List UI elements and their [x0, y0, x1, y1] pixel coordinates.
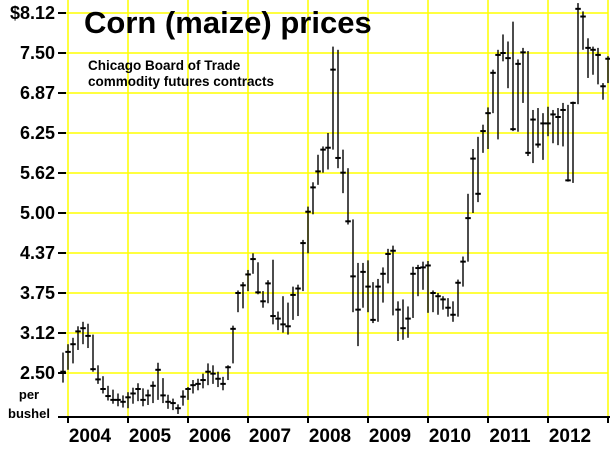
unit-line-per: per: [18, 387, 40, 402]
x-axis-label: 2006: [188, 426, 232, 447]
x-axis-label: 2007: [248, 426, 292, 447]
x-axis-label: 2004: [68, 426, 112, 447]
y-axis-label: 6.25: [19, 123, 55, 143]
x-axis-label: 2010: [428, 426, 472, 447]
x-axis-label: 2011: [489, 426, 531, 447]
y-axis-unit-label: per bushel: [0, 385, 58, 423]
x-axis-label: 2005: [128, 426, 172, 447]
chart-title: Corn (maize) prices: [84, 5, 372, 40]
unit-line-bushel: bushel: [8, 406, 50, 421]
x-axis-label: 2008: [308, 426, 352, 447]
y-axis-label: 2.50: [19, 363, 55, 383]
chart-subtitle: Chicago Board of Trade commodity futures…: [88, 58, 274, 90]
y-axis-labels: $8.12 7.50 6.87 6.25 5.62 5.00 4.37 3.75 3.12 2.5…: [0, 0, 58, 449]
y-axis-label: 5.00: [19, 203, 55, 223]
y-axis-label: 4.37: [19, 243, 55, 263]
y-axis-label: 3.75: [19, 283, 55, 303]
y-axis-label: $8.12: [9, 3, 55, 23]
y-axis-label: 5.62: [19, 163, 55, 183]
y-axis-label: 6.87: [19, 83, 55, 103]
x-axis-label: 2009: [368, 426, 412, 447]
subtitle-line-1: Chicago Board of Trade: [88, 58, 241, 73]
y-axis-label: 7.50: [19, 43, 55, 63]
y-axis-label: 3.12: [19, 323, 55, 343]
subtitle-line-2: commodity futures contracts: [88, 74, 275, 89]
x-axis-label: 2012: [548, 426, 592, 447]
